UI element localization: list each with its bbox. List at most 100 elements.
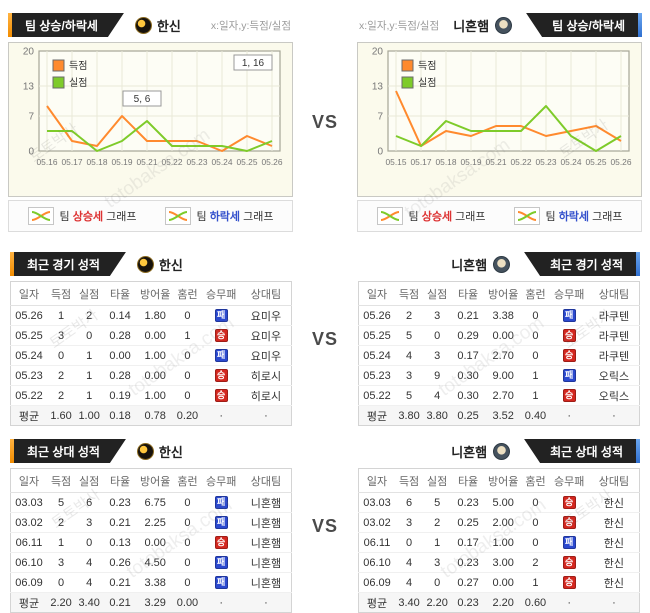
table-row: 05.22 5 4 0.30 2.70 1 승 오릭스 bbox=[358, 385, 640, 406]
trend-section: 팀 상승/하락세 한신 x:일자,y:득점/실점 0 7 13 20 05.16 05.1… bbox=[0, 0, 650, 232]
blue-accent-bar bbox=[636, 252, 640, 276]
vs-label-bot: VS bbox=[311, 515, 338, 536]
column-header: 득점 bbox=[395, 281, 424, 306]
trend-panel-right: x:일자,y:득점/실점 니혼햄 팀 상승/하락세 0 7 13 20 05.15 05.… bbox=[357, 13, 642, 232]
team-name: 한신 bbox=[158, 257, 183, 273]
table-header-row: 일자 득점 실점 타율 방어율 홈런 승무패 상대팀 bbox=[358, 281, 640, 306]
rise-graph-icon bbox=[27, 207, 54, 225]
table-row: 05.26 2 3 0.21 3.38 0 패 라쿠텐 bbox=[358, 305, 640, 326]
column-header: 상대팀 bbox=[588, 281, 640, 306]
column-header: 승무패 bbox=[549, 281, 589, 306]
svg-text:05.21: 05.21 bbox=[137, 157, 158, 167]
team-name: 한신 bbox=[156, 18, 181, 34]
fall-graph-legend: 팀 하락세 그래프 bbox=[513, 207, 622, 225]
team-name: 한신 bbox=[158, 444, 183, 460]
vs-label-mid: VS bbox=[311, 328, 338, 349]
svg-text:05.19: 05.19 bbox=[112, 157, 133, 167]
svg-text:05.26: 05.26 bbox=[611, 157, 632, 167]
column-header: 방어율 bbox=[136, 281, 174, 306]
table-row: 06.10 3 4 0.26 4.50 0 패 니혼햄 bbox=[10, 552, 292, 573]
h2h-panel-right: 니혼햄 최근 상대 성적 일자 득점 실점 타율 방어율 홈런 승무패 상대팀 03.03 6 5 0… bbox=[358, 439, 640, 613]
column-header: 일자 bbox=[358, 468, 396, 493]
recent-panel-right: 니혼햄 최근 경기 성적 일자 득점 실점 타율 방어율 홈런 승무패 상대팀 05.26 2 3 0… bbox=[358, 252, 640, 426]
recent-table-right: 일자 득점 실점 타율 방어율 홈런 승무패 상대팀 05.26 2 3 0.21 3.38 0 패 라쿠텐 0… bbox=[358, 281, 640, 426]
column-header: 실점 bbox=[75, 281, 104, 306]
nipponham-logo-icon bbox=[493, 255, 511, 273]
average-row: 평균 3.80 3.80 0.25 3.52 0.40 · · bbox=[358, 405, 640, 426]
team-name: 니혼햄 bbox=[451, 257, 488, 273]
svg-text:05.26: 05.26 bbox=[262, 157, 283, 167]
column-header: 방어율 bbox=[484, 281, 522, 306]
column-header: 일자 bbox=[10, 468, 48, 493]
recent-header-right: 니혼햄 최근 경기 성적 bbox=[358, 252, 640, 276]
win-badge: 승 bbox=[214, 536, 228, 549]
recent-section: 최근 경기 성적 한신 일자 득점 실점 타율 방어율 홈런 승무패 상대팀 05.26 1 2 0.… bbox=[0, 232, 650, 426]
nipponham-logo-icon bbox=[495, 16, 513, 34]
column-header: 홈런 bbox=[173, 468, 202, 493]
svg-text:1, 16: 1, 16 bbox=[242, 58, 265, 69]
win-badge: 승 bbox=[562, 516, 576, 529]
section-title: 팀 상승/하락세 bbox=[552, 18, 625, 33]
svg-text:0: 0 bbox=[28, 147, 34, 158]
trend-footer: 팀 상승세 그래프 팀 하락세 그래프 bbox=[8, 200, 293, 232]
section-title: 팀 상승/하락세 bbox=[25, 18, 98, 33]
svg-text:05.23: 05.23 bbox=[536, 157, 557, 167]
section-title: 최근 경기 성적 bbox=[550, 257, 623, 272]
svg-text:05.18: 05.18 bbox=[436, 157, 457, 167]
column-header: 타율 bbox=[103, 468, 137, 493]
trend-chart-right: 0 7 13 20 05.15 05.17 05.18 05.19 05.21 05.22 05.2… bbox=[358, 43, 641, 191]
recent-panel-left: 최근 경기 성적 한신 일자 득점 실점 타율 방어율 홈런 승무패 상대팀 05.26 1 2 0.… bbox=[10, 252, 292, 426]
svg-text:득점: 득점 bbox=[69, 60, 87, 72]
svg-text:13: 13 bbox=[23, 82, 35, 93]
win-badge: 승 bbox=[562, 496, 576, 509]
column-header: 홈런 bbox=[173, 281, 202, 306]
table-row: 05.25 3 0 0.28 0.00 1 승 요미우 bbox=[10, 325, 292, 346]
svg-text:05.21: 05.21 bbox=[486, 157, 507, 167]
win-badge: 승 bbox=[562, 349, 576, 362]
trend-footer: 팀 상승세 그래프 팀 하락세 그래프 bbox=[357, 200, 642, 232]
table-row: 06.11 1 0 0.13 0.00 0 승 니혼햄 bbox=[10, 532, 292, 553]
column-header: 방어율 bbox=[484, 468, 522, 493]
column-header: 타율 bbox=[451, 468, 485, 493]
table-row: 03.02 2 3 0.21 2.25 0 패 니혼햄 bbox=[10, 512, 292, 533]
svg-text:05.17: 05.17 bbox=[411, 157, 432, 167]
column-header: 실점 bbox=[423, 468, 452, 493]
svg-text:7: 7 bbox=[377, 112, 383, 123]
svg-text:05.23: 05.23 bbox=[187, 157, 208, 167]
svg-text:7: 7 bbox=[28, 112, 34, 123]
trend-panel-left: 팀 상승/하락세 한신 x:일자,y:득점/실점 0 7 13 20 05.16 05.1… bbox=[8, 13, 293, 232]
column-header: 타율 bbox=[451, 281, 485, 306]
table-row: 05.25 5 0 0.29 0.00 0 승 라쿠텐 bbox=[358, 325, 640, 346]
trend-header-left: 팀 상승/하락세 한신 x:일자,y:득점/실점 bbox=[8, 13, 293, 37]
svg-text:실점: 실점 bbox=[418, 77, 436, 89]
average-row: 평균 2.20 3.40 0.21 3.29 0.00 · · bbox=[10, 592, 292, 613]
table-row: 06.10 4 3 0.23 3.00 2 승 한신 bbox=[358, 552, 640, 573]
team-name: 니혼햄 bbox=[451, 444, 488, 460]
hanshin-logo-icon bbox=[134, 16, 152, 34]
table-row: 05.23 3 9 0.30 9.00 1 패 오릭스 bbox=[358, 365, 640, 386]
table-row: 05.24 4 3 0.17 2.70 0 승 라쿠텐 bbox=[358, 345, 640, 366]
svg-text:05.24: 05.24 bbox=[561, 157, 582, 167]
h2h-table-right: 일자 득점 실점 타율 방어율 홈런 승무패 상대팀 03.03 6 5 0.23 5.00 0 승 한신 03… bbox=[358, 468, 640, 613]
svg-text:05.22: 05.22 bbox=[162, 157, 183, 167]
orange-accent-bar bbox=[10, 439, 14, 463]
svg-text:20: 20 bbox=[372, 47, 384, 58]
svg-text:05.25: 05.25 bbox=[237, 157, 258, 167]
svg-text:득점: 득점 bbox=[418, 60, 436, 72]
orange-accent-bar bbox=[8, 13, 12, 37]
section-title-bar: 최근 상대 성적 bbox=[524, 439, 636, 463]
column-header: 타율 bbox=[103, 281, 137, 306]
column-header: 실점 bbox=[423, 281, 452, 306]
win-badge: 승 bbox=[562, 329, 576, 342]
loss-badge: 패 bbox=[214, 496, 228, 509]
column-header: 승무패 bbox=[201, 281, 241, 306]
column-header: 일자 bbox=[358, 281, 396, 306]
trend-chart-left: 0 7 13 20 05.16 05.17 05.18 05.19 05.21 05.22 05.2… bbox=[9, 43, 292, 191]
fall-graph-icon bbox=[513, 207, 540, 225]
h2h-header-right: 니혼햄 최근 상대 성적 bbox=[358, 439, 640, 463]
nipponham-logo-icon bbox=[493, 442, 511, 460]
column-header: 홈런 bbox=[521, 468, 550, 493]
column-header: 일자 bbox=[10, 281, 48, 306]
hanshin-logo-icon bbox=[136, 442, 154, 460]
axis-note: x:일자,y:득점/실점 bbox=[359, 19, 440, 32]
